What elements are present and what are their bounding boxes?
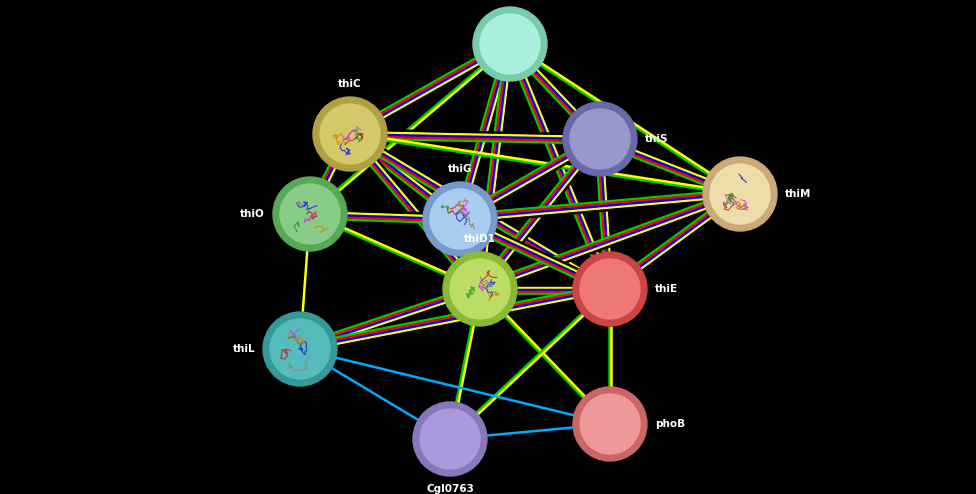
Circle shape [573,252,647,326]
Text: thiD1: thiD1 [464,234,496,244]
Text: Cgl0763: Cgl0763 [427,484,474,494]
Text: phoB: phoB [655,419,685,429]
Circle shape [480,14,540,74]
Text: thiC: thiC [339,79,362,89]
Text: thiM: thiM [785,189,811,199]
Circle shape [563,102,637,176]
Circle shape [430,189,490,249]
Circle shape [573,387,647,461]
Circle shape [280,184,340,244]
Circle shape [263,312,337,386]
Circle shape [580,394,640,454]
Text: thiS: thiS [645,134,669,144]
Circle shape [580,259,640,319]
Text: thiG: thiG [448,164,472,174]
Circle shape [703,157,777,231]
Circle shape [420,409,480,469]
Text: thiO: thiO [240,209,265,219]
Circle shape [270,319,330,379]
Circle shape [710,164,770,224]
Circle shape [450,259,510,319]
Text: thiE: thiE [655,284,678,294]
Circle shape [443,252,517,326]
Circle shape [473,7,547,81]
Text: thiL: thiL [232,344,255,354]
Circle shape [413,402,487,476]
Circle shape [273,177,347,251]
Circle shape [423,182,497,256]
Circle shape [320,104,380,164]
Circle shape [570,109,630,169]
Circle shape [313,97,387,171]
